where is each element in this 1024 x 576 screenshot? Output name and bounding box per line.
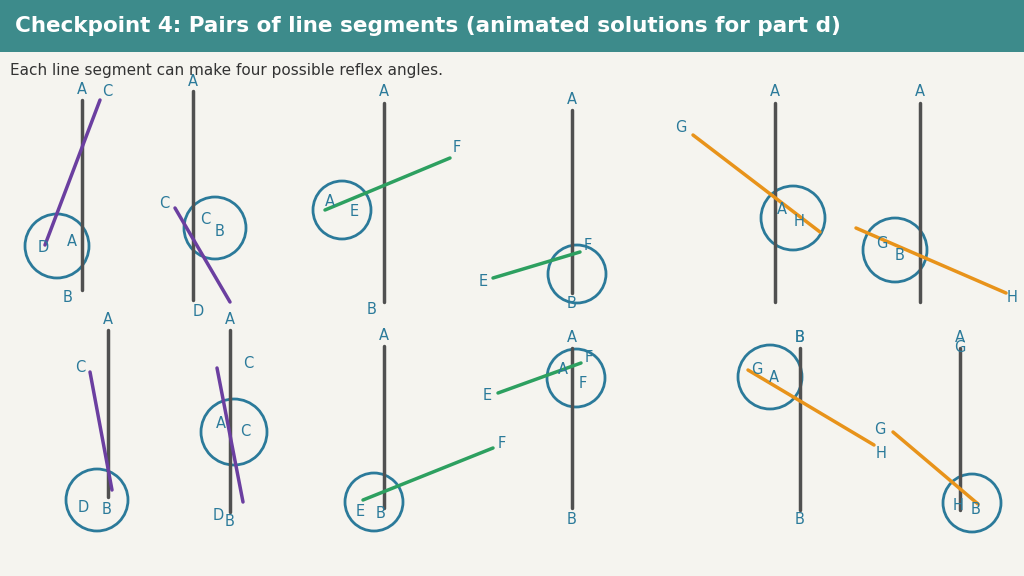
Text: A: A [379, 85, 389, 100]
Bar [0, 0, 1024, 52]
Text: G: G [675, 120, 687, 135]
Text: E: E [478, 274, 487, 289]
Text: Each line segment can make four possible reflex angles.: Each line segment can make four possible… [10, 63, 443, 78]
Text: D: D [193, 305, 204, 320]
Text: A: A [103, 313, 113, 328]
Text: H: H [794, 214, 805, 229]
Text: B: B [895, 248, 905, 263]
Text: A: A [769, 370, 779, 385]
Text: A: A [770, 85, 780, 100]
Text: A: A [188, 74, 198, 89]
Text: A: A [955, 329, 965, 344]
Text: B: B [795, 513, 805, 528]
Text: C: C [75, 359, 85, 374]
Text: H: H [876, 445, 887, 460]
Text: A: A [67, 233, 77, 248]
Text: C: C [200, 213, 210, 228]
Text: E: E [482, 388, 492, 404]
Text: C: C [159, 196, 169, 211]
Text: A: A [558, 362, 568, 377]
Text: A: A [77, 82, 87, 97]
Text: B: B [102, 502, 112, 517]
Text: B: B [367, 302, 377, 317]
Text: B: B [567, 511, 577, 526]
Text: Checkpoint 4: Pairs of line segments (animated solutions for part d): Checkpoint 4: Pairs of line segments (an… [15, 16, 841, 36]
Text: C: C [240, 425, 250, 439]
Text: A: A [225, 313, 234, 328]
Text: A: A [567, 329, 577, 344]
Text: C: C [101, 85, 112, 100]
Text: D: D [37, 241, 48, 256]
Text: A: A [915, 85, 925, 100]
Text: F: F [579, 376, 587, 391]
Text: E: E [355, 505, 365, 520]
Text: B: B [215, 225, 225, 240]
Text: H: H [952, 498, 964, 513]
Text: B: B [795, 329, 805, 344]
Text: A: A [567, 92, 577, 107]
Text: D: D [212, 509, 223, 524]
Text: F: F [584, 238, 592, 253]
Text: D: D [78, 501, 89, 516]
Text: C: C [243, 355, 253, 370]
Text: B: B [63, 290, 73, 305]
Text: A: A [325, 194, 335, 209]
Text: A: A [777, 203, 787, 218]
Text: E: E [349, 203, 358, 218]
Text: F: F [453, 141, 461, 156]
Text: B: B [376, 506, 386, 521]
Text: H: H [1007, 290, 1018, 305]
Text: G: G [874, 423, 886, 438]
Text: A: A [216, 416, 226, 431]
Text: F: F [498, 437, 506, 452]
Text: G: G [877, 236, 888, 251]
Text: G: G [752, 362, 763, 377]
Text: G: G [954, 339, 966, 354]
Text: B: B [971, 502, 981, 517]
Text: F: F [585, 350, 593, 365]
Text: B: B [795, 329, 805, 344]
Text: B: B [567, 295, 577, 310]
Text: B: B [225, 514, 234, 529]
Text: A: A [379, 328, 389, 343]
